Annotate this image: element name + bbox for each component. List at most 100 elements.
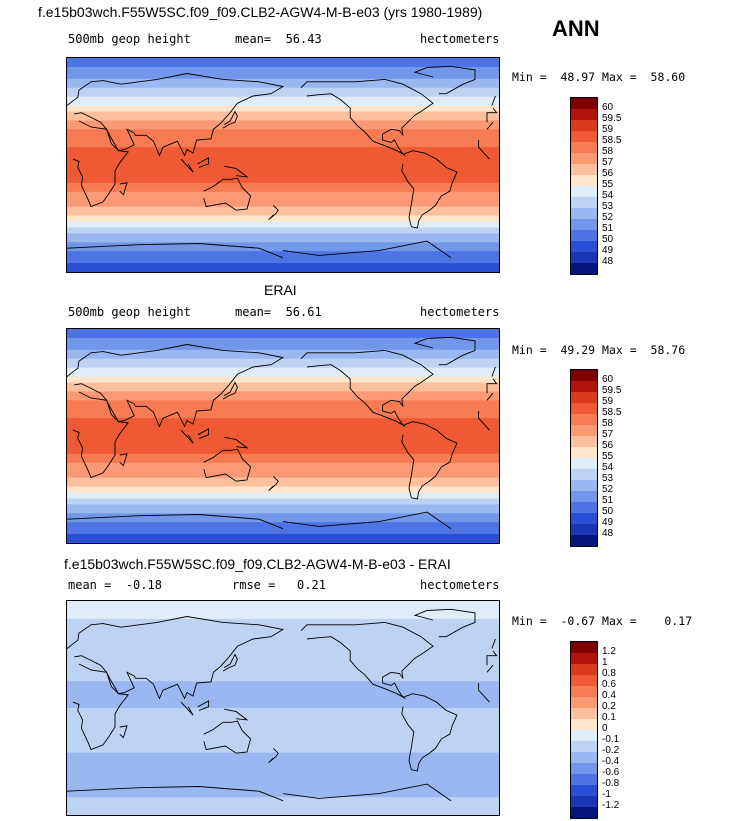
- contour-band: [67, 329, 499, 333]
- contour-band: [67, 779, 499, 783]
- colorbar-segment: [571, 370, 597, 381]
- contour-band: [67, 645, 499, 650]
- contour-band: [67, 522, 499, 526]
- contour-band: [67, 224, 499, 229]
- colorbar-tick-label: 58: [602, 418, 614, 429]
- coastline: [413, 608, 476, 638]
- contour-band: [67, 194, 499, 199]
- panel2-minmax: Min = 49.29 Max = 58.76: [512, 343, 685, 357]
- contour-band: [67, 111, 499, 116]
- panel2-coastlines: [67, 336, 498, 530]
- contour-band: [67, 806, 499, 810]
- contour-band: [67, 176, 499, 181]
- contour-band: [67, 776, 499, 780]
- colorbar-tick-label: -0.8: [602, 778, 620, 789]
- contour-band: [67, 687, 499, 691]
- contour-band: [67, 150, 499, 154]
- colorbar-segment: [571, 686, 597, 697]
- colorbar-segment: [571, 524, 597, 535]
- contour-band: [67, 367, 499, 372]
- contour-band: [67, 492, 499, 497]
- panel3-max-value: 0.17: [664, 614, 693, 628]
- contour-band: [67, 96, 499, 101]
- contour-band: [67, 391, 499, 395]
- contour-band: [67, 489, 499, 494]
- contour-band: [67, 791, 499, 795]
- panel1-minmax: Min = 48.97 Max = 58.60: [512, 70, 685, 84]
- colorbar-tick-label: 0.6: [602, 679, 616, 690]
- colorbar-tick-label: 54: [602, 462, 614, 473]
- contour-band: [67, 66, 499, 71]
- coastline: [401, 421, 458, 500]
- contour-band: [67, 624, 499, 629]
- colorbar-segment: [571, 774, 597, 785]
- contour-band: [67, 340, 499, 345]
- contour-band: [67, 102, 499, 107]
- contour-band: [67, 525, 499, 529]
- contour-band: [67, 153, 499, 157]
- coastline: [413, 336, 476, 366]
- coastline: [224, 708, 249, 721]
- coastline: [486, 650, 498, 666]
- contour-band: [67, 498, 499, 502]
- coastline: [478, 683, 490, 703]
- contour-band: [67, 376, 499, 381]
- colorbar-segment: [571, 252, 597, 263]
- colorbar-tick-label: 52: [602, 484, 614, 495]
- colorbar-tick-label: 49: [602, 245, 614, 256]
- contour-band: [67, 696, 499, 700]
- contour-band: [67, 471, 499, 476]
- coastline: [486, 664, 494, 673]
- panel1-coastlines: [67, 65, 498, 259]
- contour-band: [67, 785, 499, 789]
- panel2-min-label: Min =: [512, 343, 547, 357]
- coastline: [180, 158, 194, 173]
- contour-band: [67, 409, 499, 413]
- contour-band: [67, 510, 499, 514]
- contour-band: [67, 740, 499, 745]
- colorbar-tick-label: 48: [602, 528, 614, 539]
- contour-band: [67, 135, 499, 139]
- contour-band: [67, 456, 499, 461]
- contour-band: [67, 424, 499, 428]
- coastline: [119, 725, 128, 739]
- contour-band: [67, 212, 499, 217]
- colorbar-segment: [571, 642, 597, 653]
- colorbar-segment: [571, 263, 597, 274]
- panel2-max-value: 58.76: [650, 343, 686, 357]
- colorbar-segment: [571, 752, 597, 763]
- colorbar-segment: [571, 153, 597, 164]
- contour-band: [67, 200, 499, 205]
- coastline: [268, 476, 279, 492]
- colorbar-segment: [571, 447, 597, 458]
- contour-band: [67, 179, 499, 184]
- colorbar-segment: [571, 807, 597, 818]
- colorbar-tick-label: -1: [602, 789, 611, 800]
- contour-band: [67, 60, 499, 65]
- contour-band: [67, 266, 499, 270]
- contour-band: [67, 519, 499, 523]
- colorbar-segment: [571, 708, 597, 719]
- colorbar-segment: [571, 785, 597, 796]
- colorbar-segment: [571, 436, 597, 447]
- difference-title: f.e15b03wch.F55W5SC.f09_f09.CLB2-AGW4-M-…: [64, 556, 451, 572]
- panel2-units: hectometers: [420, 305, 500, 319]
- contour-band: [67, 182, 499, 187]
- panel3-min-label: Min =: [512, 614, 547, 628]
- colorbar-tick-label: 51: [602, 495, 614, 506]
- panel1-map-svg: [67, 58, 499, 272]
- contour-band: [67, 156, 499, 160]
- coastline: [491, 638, 496, 649]
- contour-band: [67, 438, 499, 443]
- contour-band: [67, 648, 499, 653]
- contour-band: [67, 263, 499, 267]
- contour-band: [67, 710, 499, 715]
- panel2-max-label: Max =: [602, 343, 637, 357]
- contour-band: [67, 654, 499, 659]
- contour-band: [67, 114, 499, 119]
- contour-band: [67, 743, 499, 748]
- colorbar-tick-label: 50: [602, 234, 614, 245]
- contour-band: [67, 737, 499, 742]
- contour-band: [67, 797, 499, 801]
- colorbar-tick-label: 1.2: [602, 646, 616, 657]
